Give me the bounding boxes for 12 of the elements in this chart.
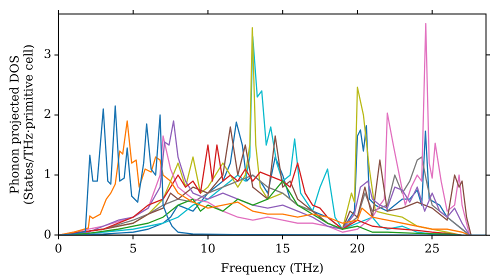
y-tick-label: 3 xyxy=(44,47,52,61)
x-tick-label: 0 xyxy=(54,242,62,256)
x-tick-label: 10 xyxy=(200,242,216,256)
y-tick-label: 1 xyxy=(44,167,52,182)
x-axis-title: Frequency (THz) xyxy=(220,260,324,275)
x-tick-label: 15 xyxy=(275,242,290,256)
x-tick-label: 25 xyxy=(424,242,440,256)
x-tick-label: 5 xyxy=(129,242,138,256)
y-tick-label: 0 xyxy=(44,227,52,242)
x-tick-label: 20 xyxy=(350,242,366,256)
y-axis-title: Phonon projected DOS (States/THz·primitive cell) xyxy=(7,44,36,205)
y-tick-label: 2 xyxy=(44,107,52,122)
